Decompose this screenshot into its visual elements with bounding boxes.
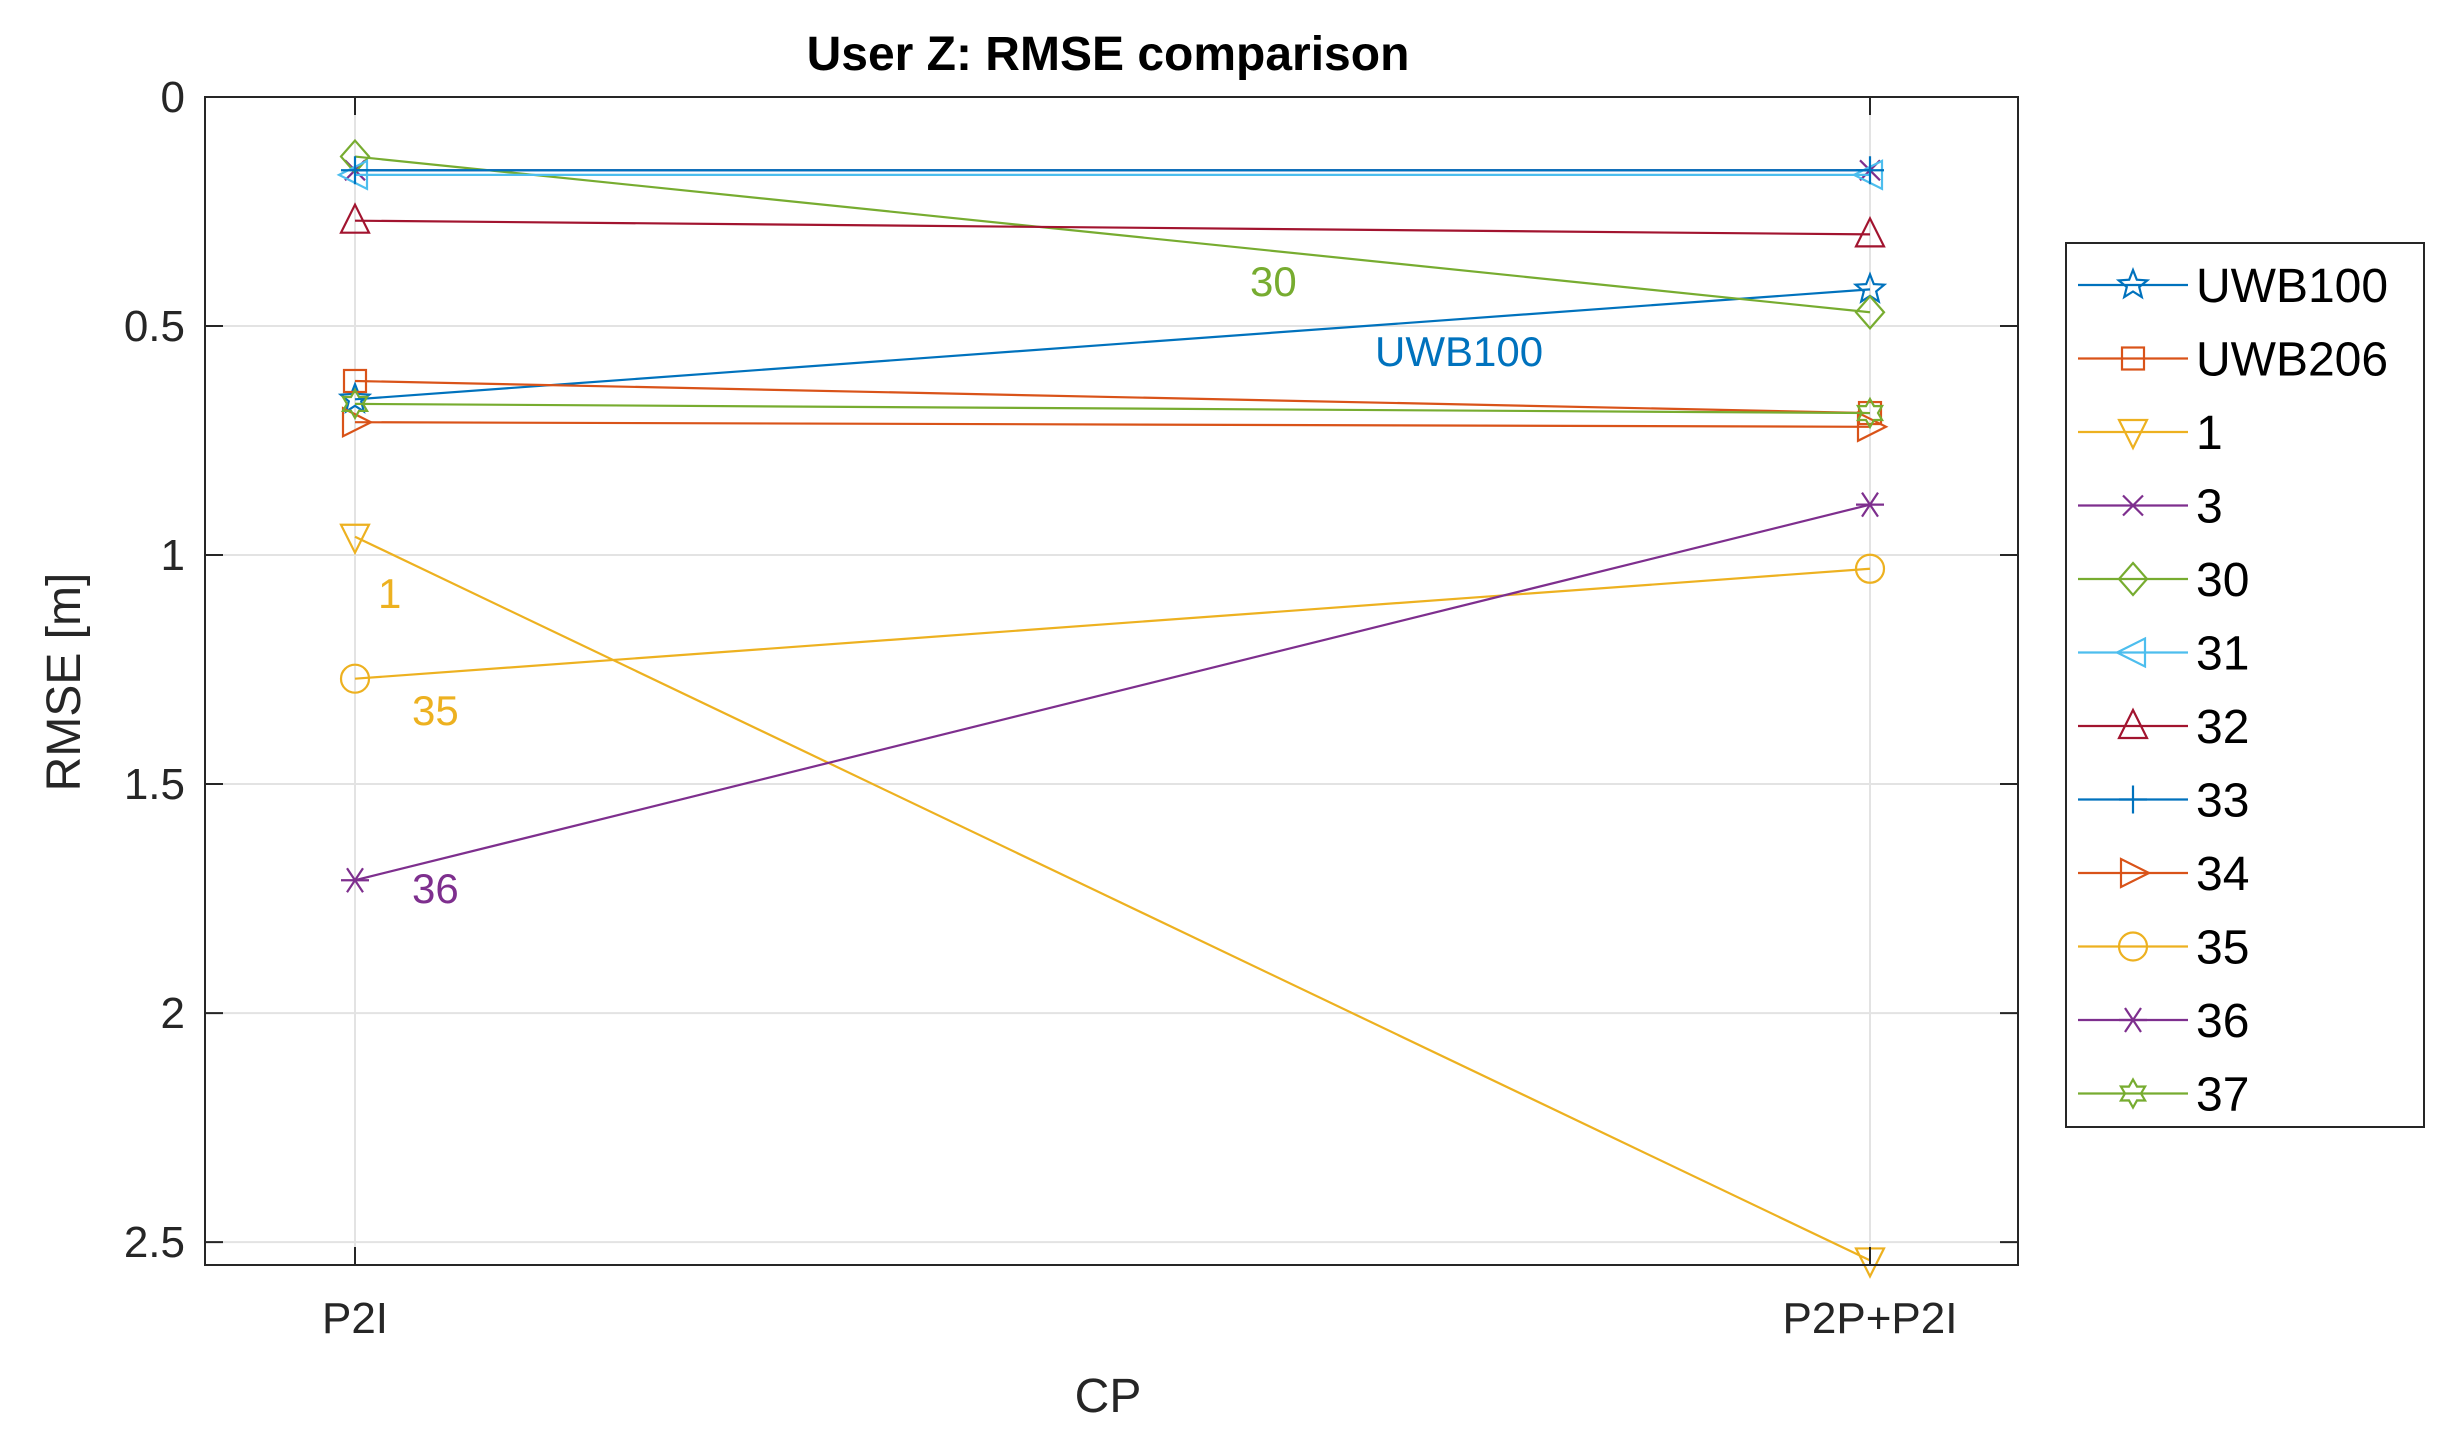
legend-marker-35 [2117, 931, 2149, 962]
legend-entry-35: 35 [2078, 922, 2249, 975]
series-line-1 [354, 535, 1871, 1262]
data-point-34-P2P+P2I [1856, 411, 1889, 443]
series-line-34 [354, 421, 1871, 428]
legend-marker-31 [2114, 636, 2147, 669]
plot-area-box [204, 96, 2019, 1266]
legend-marker-3 [2122, 494, 2144, 517]
legend-entry-36: 36 [2078, 995, 2249, 1048]
y-tick-label: 1.5 [124, 760, 185, 809]
annotation-1: 1 [378, 570, 401, 617]
legend-label: 32 [2196, 701, 2249, 754]
legend-label: UWB100 [2196, 260, 2388, 313]
series-35 [339, 553, 1886, 694]
series-lines [336, 138, 1889, 1279]
series-37 [340, 387, 1885, 430]
legend-label: 34 [2196, 848, 2249, 901]
annotation-36: 36 [412, 865, 459, 912]
data-point-31-P2P+P2I [1851, 159, 1884, 191]
series-33 [341, 156, 1884, 185]
data-point-37-P2I [340, 387, 370, 421]
data-point-1-P2I [339, 523, 371, 556]
legend-label: 30 [2196, 554, 2249, 607]
series-line-36 [354, 503, 1871, 882]
y-tick-label: 1 [161, 531, 185, 580]
series-36 [341, 492, 1884, 893]
legend-marker-33 [2119, 785, 2147, 814]
legend-box [2065, 242, 2425, 1128]
legend-label: 37 [2196, 1069, 2249, 1122]
legend-marker-30 [2117, 561, 2149, 597]
annotations: 30 UWB100 1 35 36 [378, 258, 1543, 912]
series-line-35 [354, 567, 1871, 680]
legend-label: 35 [2196, 922, 2249, 975]
data-point-37-P2P+P2I [1855, 396, 1885, 430]
legend-marker-1 [2117, 418, 2149, 451]
legend-marker-32 [2117, 707, 2149, 740]
data-point-35-P2P+P2I [1854, 553, 1886, 584]
legend-label: 31 [2196, 628, 2249, 681]
legend: UWB100 UWB206 1 3 30 31 32 33 34 35 36 37 [2065, 242, 2425, 1128]
data-point-32-P2I [339, 202, 371, 234]
x-axis-label: CP [1075, 1370, 1142, 1423]
data-point-30-P2P+P2I [1854, 294, 1886, 330]
data-point-36-P2I [341, 867, 369, 893]
legend-marker-UWB206 [2120, 346, 2146, 371]
legend-entry-37: 37 [2078, 1069, 2249, 1122]
series-32 [339, 202, 1886, 248]
data-point-UWB100-P2I [337, 381, 373, 414]
legend-marker-37 [2118, 1077, 2148, 1110]
chart-title: User Z: RMSE comparison [807, 28, 1410, 81]
y-tick-label: 0.5 [124, 302, 185, 351]
annotation-30: 30 [1250, 258, 1297, 305]
legend-label: UWB206 [2196, 334, 2388, 387]
legend-label: 33 [2196, 775, 2249, 828]
legend-marker-34 [2119, 857, 2152, 889]
annotation-35: 35 [412, 687, 459, 734]
legend-entry-UWB100: UWB100 [2078, 260, 2388, 313]
legend-entry-32: 32 [2078, 701, 2249, 754]
legend-marker-UWB100 [2115, 266, 2151, 300]
series-31 [336, 159, 1884, 191]
axis-ticks: 0 0.5 1 1.5 2 2.5 P2I P2P+P2I [124, 73, 2018, 1343]
legend-label: 1 [2196, 407, 2223, 460]
series-line-32 [354, 219, 1871, 236]
data-point-33-P2I [341, 156, 369, 185]
series-line-UWB206 [354, 379, 1871, 415]
legend-entry-30: 30 [2078, 554, 2249, 607]
y-tick-label: 0 [161, 73, 185, 122]
legend-entry-UWB206: UWB206 [2078, 334, 2388, 387]
legend-label: 3 [2196, 481, 2223, 534]
legend-entry-1: 1 [2078, 407, 2223, 460]
y-axis-label: RMSE [m] [38, 573, 91, 792]
data-point-31-P2I [336, 159, 369, 191]
y-tick-label: 2 [161, 989, 185, 1038]
legend-label: 36 [2196, 995, 2249, 1048]
data-point-32-P2P+P2I [1854, 215, 1886, 248]
legend-entry-31: 31 [2078, 628, 2249, 681]
x-tick-label: P2P+P2I [1783, 1294, 1958, 1343]
annotation-uwb100: UWB100 [1375, 328, 1543, 375]
series-line-UWB100 [354, 288, 1871, 401]
series-line-37 [354, 402, 1871, 415]
legend-entry-34: 34 [2078, 848, 2249, 901]
x-tick-label: P2I [322, 1294, 388, 1343]
data-point-33-P2P+P2I [1856, 156, 1884, 185]
series-line-30 [354, 155, 1871, 314]
y-tick-label: 2.5 [124, 1218, 185, 1267]
legend-entry-3: 3 [2078, 481, 2223, 534]
legend-entry-33: 33 [2078, 775, 2249, 828]
data-point-35-P2I [339, 663, 371, 694]
legend-marker-36 [2119, 1007, 2147, 1033]
data-point-36-P2P+P2I [1856, 492, 1884, 518]
